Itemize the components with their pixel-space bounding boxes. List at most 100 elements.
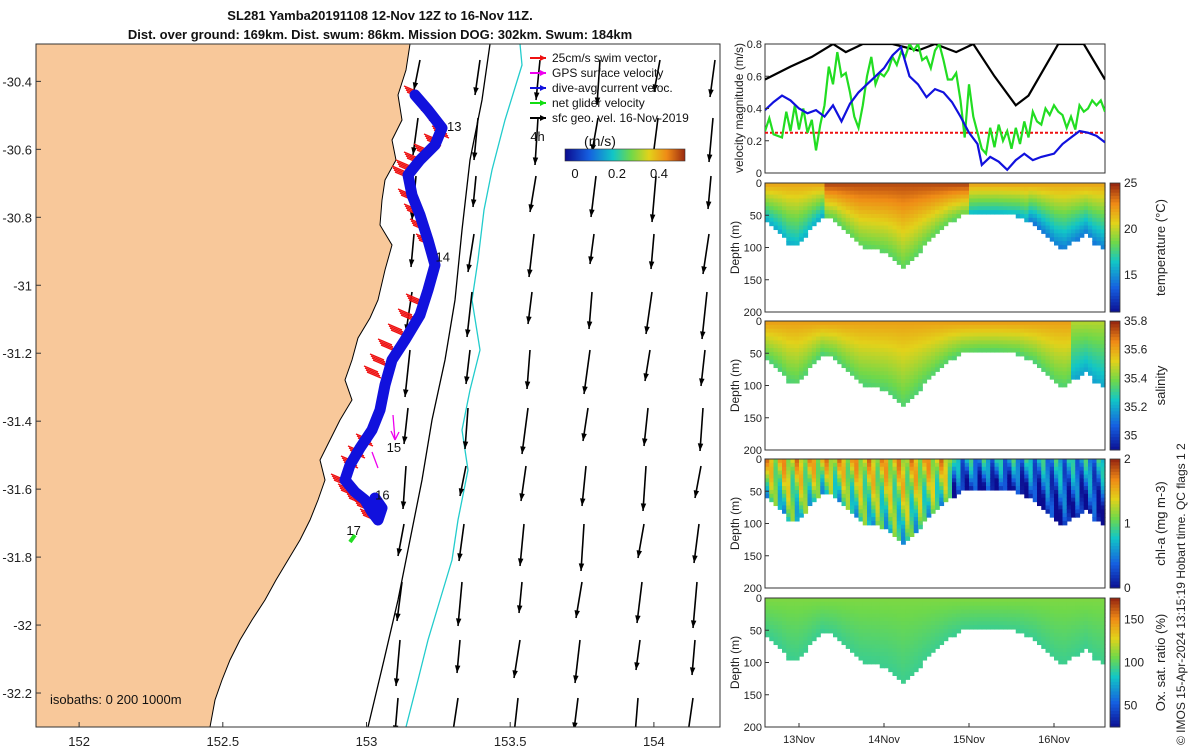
section-cell (811, 486, 817, 491)
section-cell (828, 213, 834, 219)
section-cell (824, 321, 830, 326)
section-cell (918, 248, 923, 254)
section-cell (782, 621, 787, 626)
section-cell (799, 459, 804, 464)
section-cell (875, 359, 881, 365)
section-cell (939, 190, 945, 196)
section-cell (1045, 355, 1051, 361)
surface-velocity-arrowhead (393, 678, 400, 686)
section-cell (1100, 459, 1106, 464)
section-cell (926, 505, 932, 510)
section-cell (837, 217, 843, 223)
section-cell (1071, 198, 1076, 203)
section-cell (1024, 324, 1030, 330)
section-cell (1092, 482, 1098, 487)
section-cell (884, 628, 889, 634)
section-cell (1028, 190, 1034, 196)
section-cell (986, 474, 991, 479)
section-cell (939, 348, 945, 353)
section-cell (1032, 605, 1038, 611)
section-cell (850, 621, 855, 626)
section-cell (867, 229, 872, 234)
section-cell (998, 321, 1004, 326)
section-cell (1041, 462, 1047, 468)
section-cell (845, 489, 851, 495)
section-cell (850, 324, 855, 330)
section-cell (841, 470, 847, 476)
section-cell (799, 344, 804, 349)
section-cell (807, 640, 813, 646)
section-cell (990, 183, 996, 188)
section-cell (884, 493, 889, 499)
section-cell (850, 321, 855, 326)
section-cell (769, 328, 775, 334)
section-cell (807, 321, 813, 326)
section-cell (1075, 632, 1081, 638)
section-cell (947, 601, 953, 607)
section-cell (1079, 229, 1085, 234)
section-cell (854, 601, 860, 607)
section-cell (913, 332, 919, 338)
section-cell (1003, 344, 1008, 349)
colorbar-tick-label: 35.4 (1124, 371, 1148, 385)
surface-velocity-arrowhead (527, 269, 533, 277)
section-cell (973, 194, 979, 200)
section-cell (765, 482, 770, 487)
section-cell (769, 613, 775, 618)
section-cell (909, 348, 915, 353)
section-cell (1037, 321, 1042, 326)
section-cell (1054, 482, 1059, 487)
section-cell (765, 213, 770, 219)
section-cell (1049, 617, 1055, 622)
section-cell (1100, 609, 1106, 615)
section-cell (913, 386, 919, 392)
section-cell (930, 617, 936, 622)
section-cell (892, 474, 898, 479)
swim-vector-tick (378, 340, 394, 348)
section-cell (1100, 625, 1106, 630)
section-cell (862, 367, 868, 372)
section-cell (1096, 328, 1102, 334)
section-cell (981, 336, 987, 341)
section-cell (1028, 493, 1034, 499)
section-cell (867, 640, 872, 646)
section-cell (896, 478, 902, 483)
section-cell (803, 344, 809, 349)
colorbar-segment (1110, 260, 1120, 265)
section-cell (837, 198, 843, 203)
colorbar-segment (1110, 491, 1120, 495)
depth-tick-label: 0 (756, 178, 762, 190)
section-cell (871, 351, 877, 357)
section-cell (1066, 332, 1072, 338)
section-cell (1011, 609, 1017, 615)
section-cell (811, 470, 817, 476)
section-cell (841, 636, 847, 642)
section-cell (930, 478, 936, 483)
section-cell (892, 505, 898, 510)
section-cell (871, 486, 877, 491)
section-cell (1092, 486, 1098, 491)
section-cell (909, 344, 915, 349)
section-cell (1083, 194, 1089, 200)
section-cell (922, 501, 928, 507)
section-cell (1079, 336, 1085, 341)
section-cell (1024, 202, 1030, 207)
colorbar-segment (1110, 417, 1120, 422)
section-cell (799, 198, 804, 203)
section-cell (1032, 221, 1038, 227)
section-cell (875, 652, 881, 657)
section-cell (918, 202, 923, 207)
section-cell (845, 225, 851, 231)
section-cell (1096, 517, 1102, 522)
section-cell (773, 482, 779, 487)
section-cell (867, 489, 872, 495)
section-cell (901, 348, 906, 353)
section-cell (875, 229, 881, 234)
section-cell (1100, 210, 1106, 215)
section-cell (867, 474, 872, 479)
section-cell (884, 636, 889, 642)
section-cell (884, 466, 889, 472)
section-cell (935, 474, 940, 479)
section-cell (807, 628, 813, 634)
section-cell (871, 367, 877, 372)
